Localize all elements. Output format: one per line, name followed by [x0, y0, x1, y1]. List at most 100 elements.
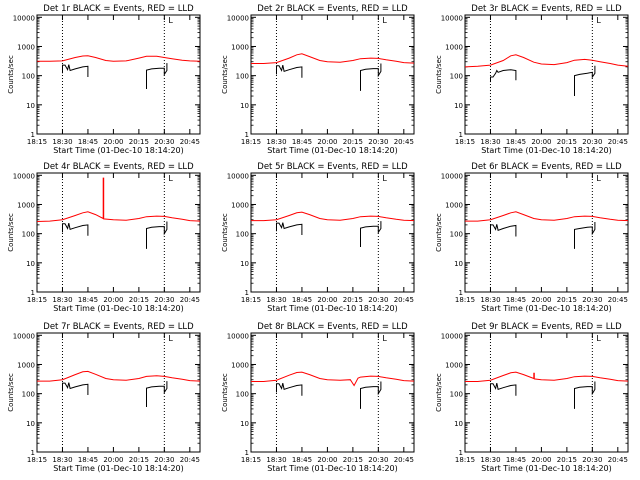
x-tick-label: 20:00 [103, 456, 123, 464]
x-axis-label: Start Time (01-Dec-10 18:14:20) [53, 304, 184, 313]
y-tick-label: 1000 [231, 43, 249, 51]
corner-mark: L [596, 16, 601, 25]
x-tick-label: 20:00 [103, 296, 123, 304]
plot-frame [250, 14, 415, 135]
lld-series-line [251, 371, 415, 387]
y-tick-label: 100 [236, 73, 249, 81]
x-tick-label: 20:00 [103, 138, 123, 146]
x-tick-label: 20:45 [180, 138, 200, 146]
x-axis-label: Start Time (01-Dec-10 18:14:20) [481, 304, 612, 313]
y-tick-label: 10 [240, 420, 249, 428]
y-tick-label: 1000 [445, 43, 463, 51]
y-tick-label: 10 [454, 260, 463, 268]
corner-mark: L [382, 334, 387, 343]
events-series-line [490, 382, 517, 396]
plot-title: Det 3r BLACK = Events, RED = LLD [471, 4, 622, 14]
y-tick-label: 100 [450, 391, 463, 399]
events-series-line [62, 382, 89, 395]
y-tick-label: 100 [450, 231, 463, 239]
y-axis-label: Counts/sec [221, 373, 229, 412]
x-tick-label: 20:30 [368, 456, 388, 464]
y-tick-label: 1 [459, 449, 463, 457]
plot-panel: Det 9r BLACK = Events, RED = LLD 1 10 100 10… [435, 322, 629, 473]
events-series-line [62, 64, 89, 77]
plot-frame [250, 172, 415, 293]
x-tick-label: 20:30 [368, 296, 388, 304]
x-tick-label: 18:30 [52, 456, 72, 464]
plot-title: Det 8r BLACK = Events, RED = LLD [257, 322, 408, 332]
plot-title: Det 6r BLACK = Events, RED = LLD [471, 162, 622, 172]
x-tick-label: 20:15 [557, 456, 577, 464]
events-series-line [574, 222, 596, 249]
x-tick-label: 18:30 [52, 138, 72, 146]
events-series-line [490, 69, 517, 83]
y-axis-label: Counts/sec [221, 55, 229, 94]
x-tick-label: 20:15 [343, 296, 363, 304]
x-tick-label: 20:30 [582, 456, 602, 464]
x-tick-label: 20:45 [394, 456, 414, 464]
y-tick-label: 1000 [17, 361, 35, 369]
y-tick-label: 1000 [17, 43, 35, 51]
x-tick-label: 18:45 [78, 296, 98, 304]
x-tick-label: 18:30 [266, 138, 286, 146]
lld-series-line [37, 55, 201, 62]
x-tick-label: 18:45 [78, 138, 98, 146]
events-series-line [276, 222, 303, 235]
y-tick-label: 100 [22, 73, 35, 81]
x-tick-label: 18:30 [480, 296, 500, 304]
x-tick-label: 20:45 [180, 296, 200, 304]
lld-series-line [465, 211, 629, 222]
x-tick-label: 18:15 [455, 296, 475, 304]
corner-mark: L [168, 16, 173, 25]
events-series-line [146, 381, 168, 407]
plot-panel: Det 4r BLACK = Events, RED = LLD 1 10 100 10… [7, 162, 201, 313]
plot-panel: Det 1r BLACK = Events, RED = LLD 1 10 100 10… [7, 4, 201, 155]
x-tick-label: 20:45 [608, 456, 628, 464]
lld-series-line [464, 54, 629, 68]
events-series-line [360, 381, 382, 409]
y-tick-label: 1 [245, 289, 249, 297]
plot-frame [36, 14, 201, 135]
y-tick-label: 10000 [227, 332, 249, 340]
plot-title: Det 7r BLACK = Events, RED = LLD [43, 322, 194, 332]
y-tick-label: 10000 [227, 14, 249, 22]
y-tick-label: 10 [26, 102, 35, 110]
x-tick-label: 20:45 [608, 296, 628, 304]
events-series-line [360, 63, 382, 91]
x-tick-label: 18:15 [455, 138, 475, 146]
plot-frame [36, 172, 201, 293]
x-tick-label: 20:30 [154, 456, 174, 464]
x-tick-label: 18:45 [506, 138, 526, 146]
y-tick-label: 1 [245, 131, 249, 139]
y-tick-label: 10 [240, 260, 249, 268]
x-tick-label: 18:45 [78, 456, 98, 464]
plot-frame [464, 14, 629, 135]
x-tick-label: 18:15 [241, 138, 261, 146]
x-tick-label: 18:45 [292, 138, 312, 146]
y-tick-label: 10 [240, 102, 249, 110]
x-tick-label: 20:00 [317, 456, 337, 464]
plot-title: Det 5r BLACK = Events, RED = LLD [257, 162, 408, 172]
y-axis-label: Counts/sec [7, 373, 15, 412]
y-tick-label: 1000 [231, 201, 249, 209]
corner-mark: L [168, 174, 173, 183]
y-tick-label: 10000 [441, 14, 463, 22]
y-axis-label: Counts/sec [435, 373, 443, 412]
x-axis-label: Start Time (01-Dec-10 18:14:20) [267, 464, 398, 473]
y-tick-label: 1 [245, 449, 249, 457]
events-series-line [574, 381, 596, 409]
plot-frame [250, 332, 415, 453]
corner-mark: L [382, 174, 387, 183]
y-tick-label: 1000 [17, 201, 35, 209]
y-tick-label: 1 [31, 449, 35, 457]
lld-series-line [251, 53, 415, 64]
y-tick-label: 10000 [13, 172, 35, 180]
corner-mark: L [168, 334, 173, 343]
x-tick-label: 18:45 [292, 456, 312, 464]
x-tick-label: 20:15 [557, 296, 577, 304]
x-tick-label: 18:30 [266, 456, 286, 464]
y-tick-label: 10000 [13, 332, 35, 340]
y-tick-label: 1000 [445, 201, 463, 209]
y-tick-label: 1 [31, 131, 35, 139]
plot-panel: Det 7r BLACK = Events, RED = LLD 1 10 100 10… [7, 322, 201, 473]
